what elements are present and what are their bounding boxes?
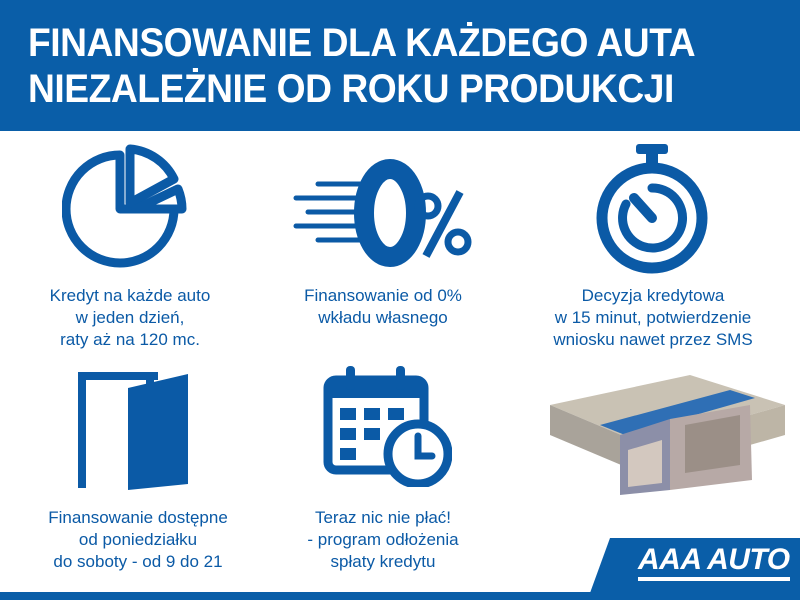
stopwatch-icon: [596, 144, 708, 274]
caption-line: wkładu własnego: [318, 308, 448, 327]
caption-line: do soboty - od 9 do 21: [53, 552, 223, 571]
pie-chart-icon: [62, 144, 187, 268]
caption-line: w 15 minut, potwierdzenie: [554, 308, 752, 327]
feature-caption-decision: Decyzja kredytowa w 15 minut, potwierdze…: [518, 285, 788, 351]
aaa-auto-logo: AAA AUTO: [638, 545, 790, 581]
caption-line: spłaty kredytu: [330, 552, 436, 571]
headline-line-2: NIEZALEŻNIE OD ROKU PRODUKCJI: [28, 67, 674, 111]
header-banner: FINANSOWANIE DLA KAŻDEGO AUTA NIEZALEŻNI…: [0, 0, 800, 131]
headline-line-1: FINANSOWANIE DLA KAŻDEGO AUTA: [28, 21, 696, 65]
calendar-clock-icon: [323, 366, 452, 487]
caption-line: w jeden dzień,: [75, 308, 185, 327]
caption-line: Kredyt na każde auto: [49, 286, 211, 305]
caption-line: raty aż na 120 mc.: [60, 330, 200, 349]
zero-percent-icon: 0%: [288, 158, 478, 268]
caption-line: Finansowanie od 0%: [304, 286, 462, 305]
feature-caption-hours: Finansowanie dostępne od poniedziałku do…: [8, 507, 268, 573]
caption-line: Finansowanie dostępne: [48, 508, 228, 527]
caption-line: od poniedziałku: [78, 530, 198, 549]
caption-line: Decyzja kredytowa: [581, 286, 725, 305]
feature-caption-zero-down: Finansowanie od 0% wkładu własnego: [253, 285, 513, 329]
caption-line: Teraz nic nie płać!: [314, 508, 452, 527]
door-icon: [78, 372, 188, 490]
caption-line: - program odłożenia: [307, 530, 459, 549]
banknote-stack-image: [550, 375, 785, 495]
caption-line: wniosku nawet przez SMS: [553, 330, 753, 349]
feature-caption-credit: Kredyt na każde auto w jeden dzień, raty…: [0, 285, 260, 351]
bottom-strip: [0, 592, 800, 600]
feature-caption-deferral: Teraz nic nie płać! - program odłożenia …: [253, 507, 513, 573]
